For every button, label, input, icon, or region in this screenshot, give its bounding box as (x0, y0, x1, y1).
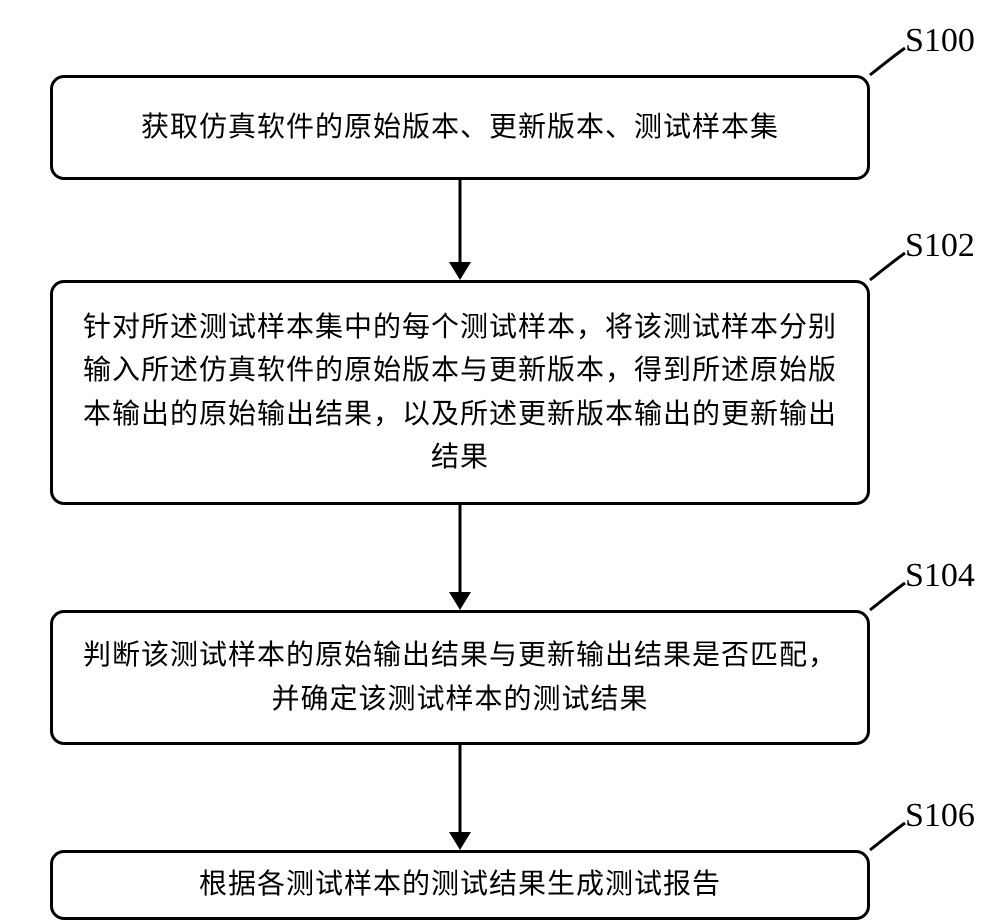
step-label-s106: S106 (905, 797, 975, 835)
step-text-s106: 根据各测试样本的测试结果生成测试报告 (199, 863, 721, 906)
step-box-s106: 根据各测试样本的测试结果生成测试报告 (50, 850, 870, 920)
arrow-3 (0, 0, 1000, 924)
flowchart-canvas: 获取仿真软件的原始版本、更新版本、测试样本集 S100 针对所述测试样本集中的每… (0, 0, 1000, 924)
